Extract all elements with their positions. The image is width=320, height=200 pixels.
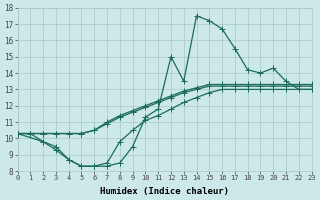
- X-axis label: Humidex (Indice chaleur): Humidex (Indice chaleur): [100, 187, 229, 196]
